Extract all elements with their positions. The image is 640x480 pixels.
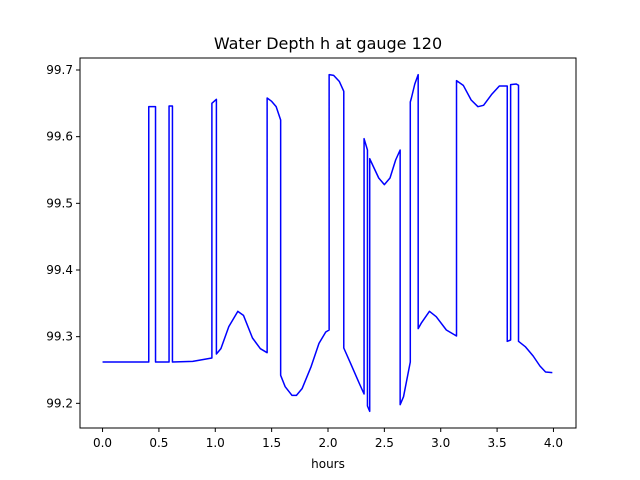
x-axis-label: hours (311, 457, 345, 471)
x-tick-label: 0.5 (149, 436, 168, 450)
chart-title: Water Depth h at gauge 120 (214, 34, 442, 53)
x-tick-label: 2.5 (375, 436, 394, 450)
y-axis: 99.2 99.3 99.4 99.5 99.6 99.7 (46, 63, 80, 410)
x-tick-label: 3.5 (488, 436, 507, 450)
y-tick-label: 99.2 (46, 396, 73, 410)
y-tick-label: 99.3 (46, 330, 73, 344)
x-tick-label: 1.5 (262, 436, 281, 450)
y-tick-label: 99.7 (46, 63, 73, 77)
y-tick-label: 99.5 (46, 196, 73, 210)
x-tick-label: 3.0 (431, 436, 450, 450)
x-axis: 0.0 0.5 1.0 1.5 2.0 2.5 3.0 3.5 4.0 (93, 428, 563, 450)
x-tick-label: 4.0 (544, 436, 563, 450)
y-tick-label: 99.4 (46, 263, 73, 277)
y-tick-label: 99.6 (46, 130, 73, 144)
x-tick-label: 2.0 (318, 436, 337, 450)
series-line-0 (102, 73, 553, 413)
x-tick-label: 1.0 (206, 436, 225, 450)
plot-area (102, 73, 553, 413)
x-tick-label: 0.0 (93, 436, 112, 450)
